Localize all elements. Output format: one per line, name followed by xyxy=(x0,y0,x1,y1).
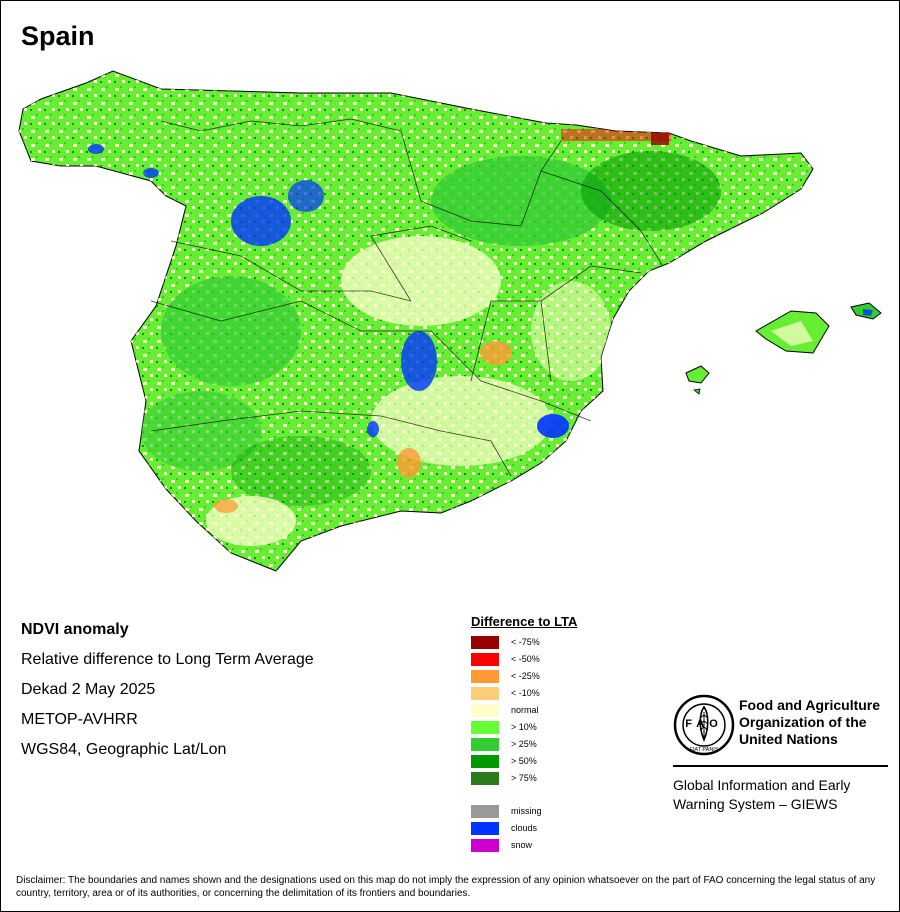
legend-label: missing xyxy=(511,806,542,816)
fao-logo-letters: FAO xyxy=(685,718,723,730)
legend-swatch xyxy=(471,738,499,751)
map-info: NDVI anomaly Relative difference to Long… xyxy=(21,621,441,771)
legend-label: < -25% xyxy=(511,671,540,681)
legend-item: clouds xyxy=(471,820,651,837)
legend-label: < -50% xyxy=(511,654,540,664)
legend-item: > 10% xyxy=(471,719,651,736)
legend-swatch xyxy=(471,636,499,649)
anomaly-raster xyxy=(19,71,813,571)
divider xyxy=(673,765,888,767)
legend-swatch xyxy=(471,687,499,700)
legend-item: < -10% xyxy=(471,685,651,702)
legend-label: > 50% xyxy=(511,756,537,766)
legend-label: < -10% xyxy=(511,688,540,698)
info-product: NDVI anomaly xyxy=(21,621,129,638)
legend-swatch xyxy=(471,772,499,785)
legend-swatch xyxy=(471,670,499,683)
info-period: Dekad 2 May 2025 xyxy=(21,681,156,698)
info-sensor: METOP-AVHRR xyxy=(21,711,138,728)
island-formentera xyxy=(693,388,701,395)
island-ibiza xyxy=(685,365,710,384)
legend-swatch xyxy=(471,839,499,852)
disclaimer: Disclaimer: The boundaries and names sho… xyxy=(16,875,876,899)
legend-item: < -50% xyxy=(471,651,651,668)
region-boundaries xyxy=(150,118,662,477)
legend-swatch xyxy=(471,805,499,818)
info-projection: WGS84, Geographic Lat/Lon xyxy=(21,741,227,758)
legend: Difference to LTA < -75% < -50% < -25% <… xyxy=(471,614,651,854)
org-name-line: Organization of the xyxy=(739,714,867,730)
legend-item: < -75% xyxy=(471,634,651,651)
org-name-line: Food and Agriculture xyxy=(739,697,881,713)
legend-title: Difference to LTA xyxy=(471,614,578,629)
legend-swatch xyxy=(471,822,499,835)
legend-label: < -75% xyxy=(511,637,540,647)
org-name-line: United Nations xyxy=(739,731,838,747)
legend-item: snow xyxy=(471,837,651,854)
legend-swatch xyxy=(471,721,499,734)
map-title: Spain xyxy=(21,21,95,51)
legend-item: > 75% xyxy=(471,770,651,787)
legend-label: snow xyxy=(511,840,533,850)
system-name-line: Global Information and Early xyxy=(673,777,851,793)
legend-item: missing xyxy=(471,803,651,820)
fao-logo: FAO FIAT PANIS xyxy=(673,694,735,756)
ndvi-map xyxy=(18,70,882,572)
legend-label: > 10% xyxy=(511,722,537,732)
legend-label: > 25% xyxy=(511,739,537,749)
fao-logo-motto: FIAT PANIS xyxy=(689,747,718,753)
system-name: Global Information and Early Warning Sys… xyxy=(673,776,850,814)
legend-label: > 75% xyxy=(511,773,537,783)
info-description: Relative difference to Long Term Average xyxy=(21,651,314,668)
legend-spacer xyxy=(471,787,651,803)
legend-label: clouds xyxy=(511,823,538,833)
system-name-line: Warning System – GIEWS xyxy=(673,796,838,812)
legend-item: > 50% xyxy=(471,753,651,770)
legend-swatch xyxy=(471,704,499,717)
legend-label: normal xyxy=(511,705,539,715)
legend-swatch xyxy=(471,755,499,768)
legend-item: < -25% xyxy=(471,668,651,685)
legend-item: > 25% xyxy=(471,736,651,753)
org-name: Food and Agriculture Organization of the… xyxy=(739,697,880,748)
legend-item: normal xyxy=(471,702,651,719)
legend-swatch xyxy=(471,653,499,666)
